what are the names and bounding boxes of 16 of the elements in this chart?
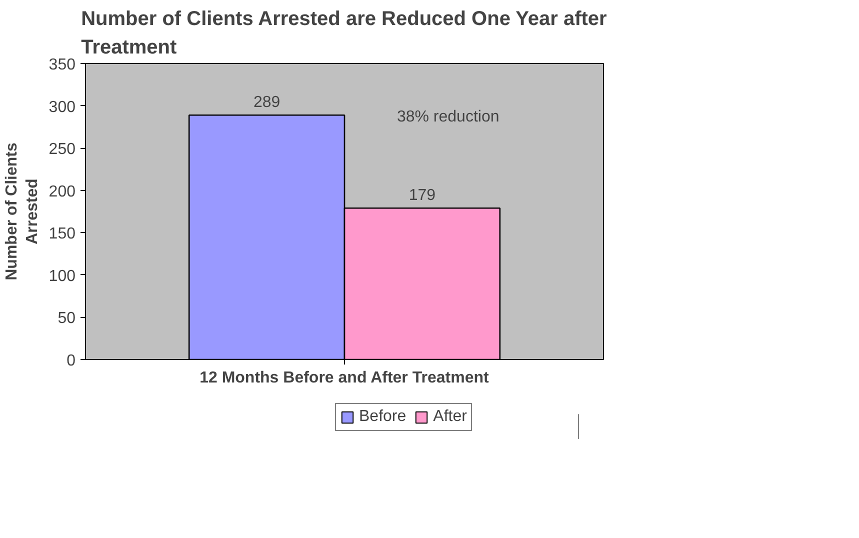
y-tick-label: 50 <box>58 310 76 328</box>
data-label: 179 <box>408 187 436 204</box>
y-tick-label: 0 <box>66 352 76 370</box>
y-tick-label: 200 <box>48 183 76 200</box>
legend-label: After <box>433 408 467 426</box>
chart-title: Number of Clients Arrested are Reduced One Year after Treatment <box>81 8 608 58</box>
legend-label: Before <box>359 408 406 426</box>
data-label: 289 <box>253 94 280 112</box>
y-tick-label: 100 <box>48 268 76 285</box>
x-axis-title: 12 Months Before and After Treatment <box>200 370 490 386</box>
y-tick-label: 250 <box>48 141 76 158</box>
y-tick-label: 150 <box>48 226 76 243</box>
y-tick-label: 300 <box>48 98 76 116</box>
annotation: 38% reduction <box>396 108 500 126</box>
y-tick-label: 350 <box>48 56 76 74</box>
y-axis-title: Number of Clients Arrested <box>3 142 41 280</box>
